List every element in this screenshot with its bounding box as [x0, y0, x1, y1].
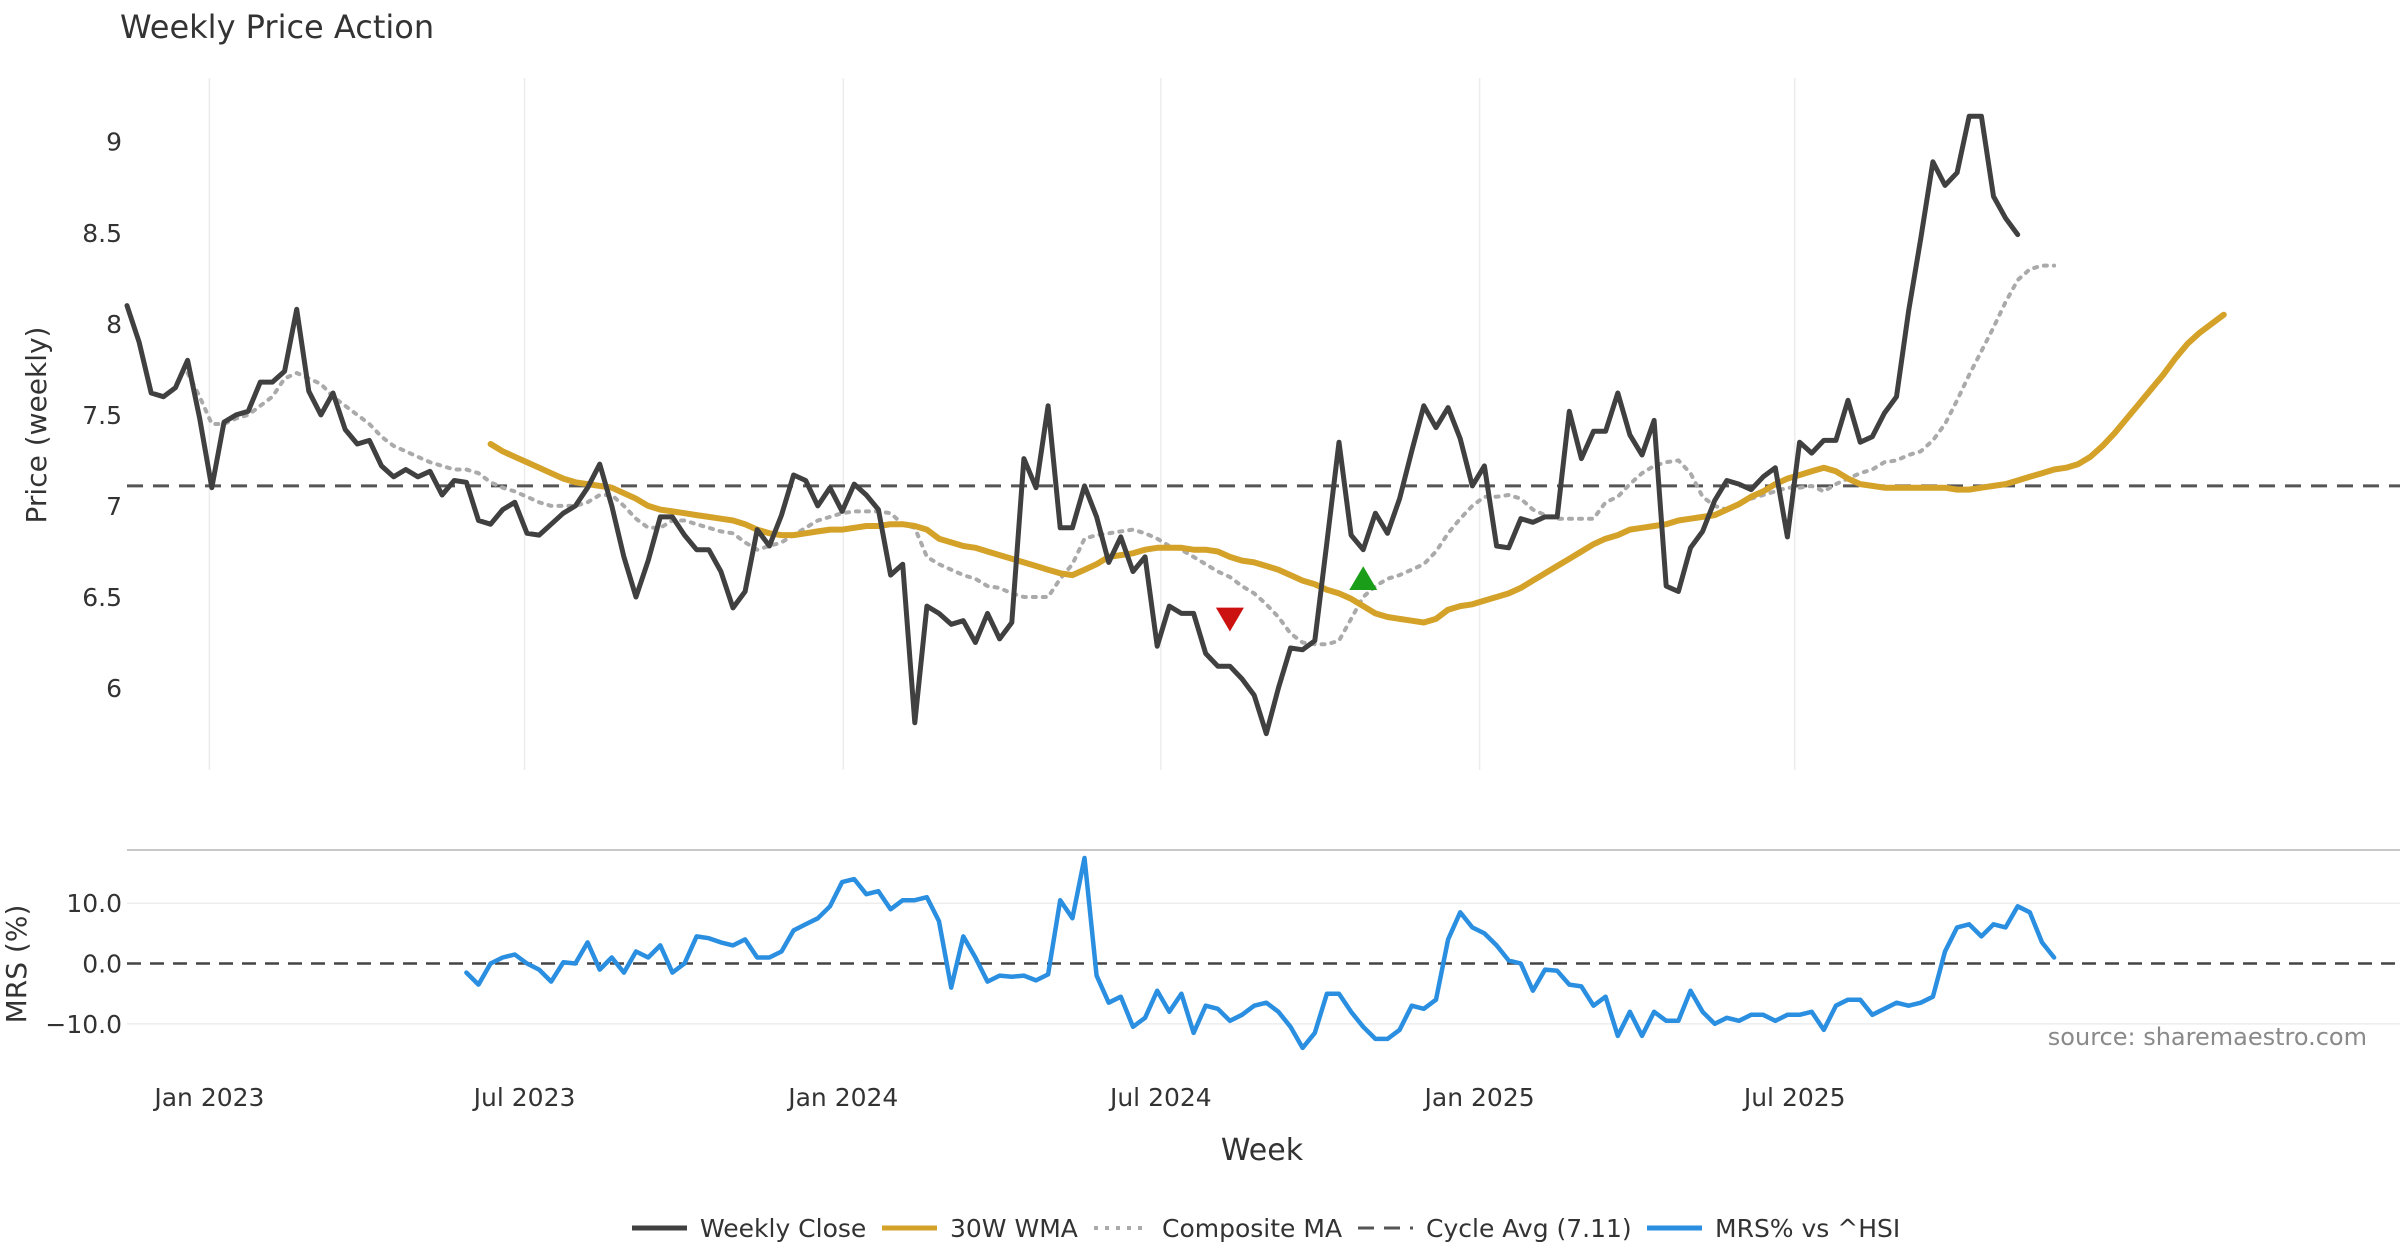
price-y-tick-label: 7: [106, 492, 122, 521]
mrs-vs-hsi-line: [464, 855, 2057, 1051]
chart-title: Weekly Price Action: [120, 8, 434, 46]
mrs-y-ticks: 10.0 0.0 −10.0: [45, 889, 122, 1039]
mrs-y-axis-label: MRS (%): [0, 905, 33, 1024]
source-label: source: sharemaestro.com: [2048, 1023, 2367, 1051]
composite-ma-line: [185, 263, 2057, 647]
x-tick-label: Jan 2025: [1423, 1083, 1535, 1112]
sell-signal-marker: [1215, 607, 1244, 632]
x-axis-ticks: Jan 2023 Jul 2023 Jan 2024 Jul 2024 Jan 2025…: [152, 1083, 1845, 1112]
price-y-tick-label: 8: [106, 310, 122, 339]
buy-signal-marker: [1349, 566, 1378, 590]
legend-label: Cycle Avg (7.11): [1426, 1214, 1632, 1243]
price-panel: 6 6.5 7 7.5 8 8.5 9 Price (weekly): [20, 78, 2400, 770]
price-y-tick-label: 6: [106, 674, 122, 703]
x-tick-label: Jul 2025: [1742, 1083, 1846, 1112]
x-axis-label: Week: [1221, 1133, 1304, 1168]
mrs-y-tick-label: 10.0: [66, 889, 122, 918]
x-tick-label: Jan 2024: [786, 1083, 898, 1112]
weekly-close-line: [124, 113, 2021, 737]
signal-markers: [1215, 566, 1378, 632]
mrs-grid: [127, 902, 2400, 1025]
price-y-ticks: 6 6.5 7 7.5 8 8.5 9: [82, 128, 122, 703]
x-tick-label: Jul 2023: [472, 1083, 576, 1112]
mrs-series: [464, 855, 2057, 1051]
x-tick-label: Jul 2024: [1108, 1083, 1212, 1112]
legend-label: Composite MA: [1162, 1214, 1342, 1243]
wma-30w-line: [487, 311, 2227, 626]
chart-legend: Weekly Close 30W WMA Composite MA Cycle Avg…: [632, 1214, 1900, 1243]
x-tick-label: Jan 2023: [152, 1083, 264, 1112]
legend-label: 30W WMA: [950, 1214, 1078, 1243]
mrs-y-tick-label: −10.0: [45, 1010, 122, 1039]
price-y-axis-label: Price (weekly): [20, 327, 53, 524]
price-y-tick-label: 8.5: [82, 219, 122, 248]
legend-label: Weekly Close: [700, 1214, 866, 1243]
mrs-panel: 10.0 0.0 −10.0 MRS (%) source: sharemaestr…: [0, 855, 2400, 1051]
price-series: [124, 113, 2227, 737]
price-grid: [208, 78, 1796, 770]
price-y-tick-label: 9: [106, 128, 122, 157]
legend-label: MRS% vs ^HSI: [1715, 1214, 1900, 1243]
mrs-y-tick-label: 0.0: [82, 950, 122, 979]
price-y-tick-label: 7.5: [82, 401, 122, 430]
price-y-tick-label: 6.5: [82, 583, 122, 612]
